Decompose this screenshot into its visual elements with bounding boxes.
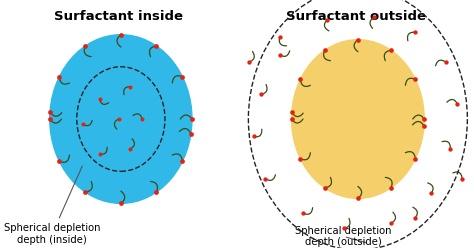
Ellipse shape	[50, 35, 192, 203]
Ellipse shape	[292, 40, 424, 198]
Text: Surfactant inside: Surfactant inside	[54, 10, 183, 23]
Text: Spherical depletion
depth (outside): Spherical depletion depth (outside)	[295, 226, 392, 247]
Text: Spherical depletion
depth (inside): Spherical depletion depth (inside)	[4, 166, 100, 245]
Text: Surfactant outside: Surfactant outside	[285, 10, 426, 23]
